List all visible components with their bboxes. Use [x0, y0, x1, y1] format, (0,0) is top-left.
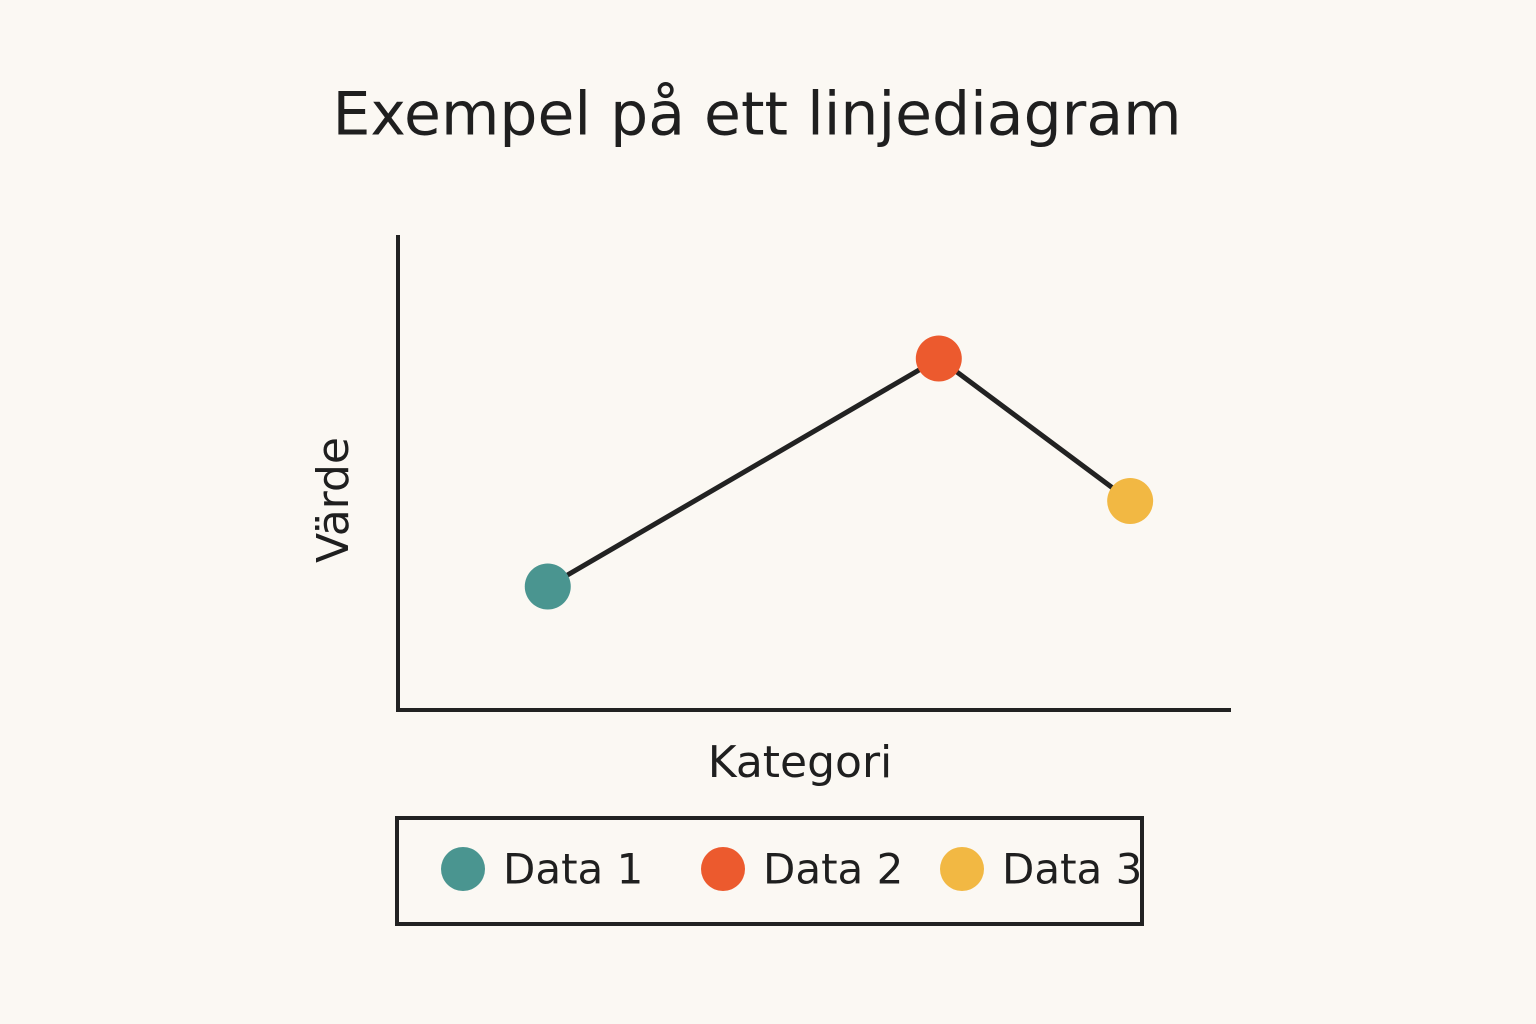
legend-box: [395, 816, 1144, 926]
legend-swatch: [441, 847, 485, 891]
legend-label: Data 3: [1002, 845, 1142, 894]
legend-label: Data 1: [503, 845, 643, 894]
data-point: [524, 563, 571, 610]
chart-title: Exempel på ett linjediagram: [332, 80, 1181, 150]
data-point: [1107, 478, 1154, 524]
legend-swatch: [940, 847, 984, 891]
legend-label: Data 2: [763, 845, 903, 894]
x-axis-label: Kategori: [708, 737, 893, 788]
legend-swatch: [701, 847, 745, 891]
data-point: [915, 335, 962, 382]
y-axis-label: Värde: [308, 437, 359, 563]
